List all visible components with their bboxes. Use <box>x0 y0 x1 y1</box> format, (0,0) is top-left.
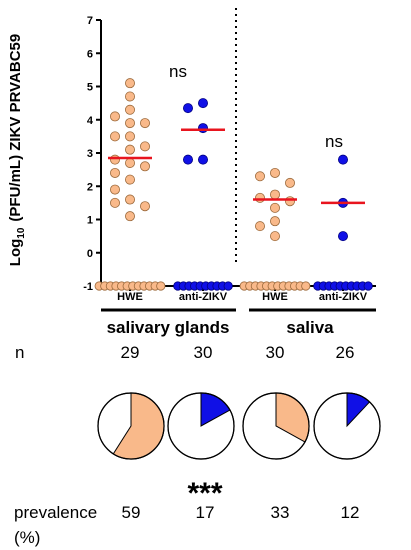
data-point-below-detection <box>156 281 166 291</box>
data-point <box>110 167 121 178</box>
pie-significance: *** <box>187 477 222 510</box>
pie-outline <box>167 392 235 460</box>
y-tick-label: 4 <box>87 115 94 127</box>
x-tick-label-anti-saliva: anti-ZIKV <box>319 291 368 303</box>
n-value-anti-saliva: 26 <box>336 343 355 362</box>
pie-outline <box>313 392 381 460</box>
prevalence-label: prevalence <box>14 503 97 522</box>
group-label-saliva: saliva <box>286 318 334 337</box>
data-point <box>284 177 295 188</box>
data-point-below-detection <box>363 281 373 291</box>
x-tick-label-hwe-glands: HWE <box>117 291 143 303</box>
data-point <box>182 103 193 114</box>
y-tick-label: 2 <box>87 181 93 193</box>
data-point <box>254 192 265 203</box>
data-point <box>125 174 136 185</box>
data-point <box>182 154 193 165</box>
data-point <box>125 194 136 205</box>
significance-saliva: ns <box>325 132 343 151</box>
pie-outline <box>97 392 165 460</box>
y-tick-label: 7 <box>87 15 93 27</box>
data-point <box>254 171 265 182</box>
data-point <box>139 161 150 172</box>
y-tick-label: 0 <box>87 248 93 260</box>
data-point <box>139 201 150 212</box>
data-point <box>125 78 136 89</box>
x-tick-label-hwe-saliva: HWE <box>262 291 288 303</box>
y-tick-label: 3 <box>87 148 93 160</box>
prevalence-unit: (%) <box>14 528 40 547</box>
data-point <box>125 91 136 102</box>
n-value-anti-glands: 30 <box>194 343 213 362</box>
data-point <box>110 154 121 165</box>
data-point <box>269 231 280 242</box>
data-points <box>94 78 373 291</box>
y-tick-label: 5 <box>87 82 93 94</box>
x-tick-label-anti-glands: anti-ZIKV <box>179 291 228 303</box>
data-point <box>197 123 208 134</box>
data-point <box>269 167 280 178</box>
data-point <box>110 197 121 208</box>
data-point <box>125 211 136 222</box>
data-point <box>254 221 265 232</box>
data-point <box>337 231 348 242</box>
data-point-below-detection <box>301 281 311 291</box>
n-value-hwe-saliva: 30 <box>266 343 285 362</box>
y-axis-title-subscript: 10 <box>16 227 27 239</box>
prevalence-pies <box>97 392 381 460</box>
data-point <box>269 202 280 213</box>
prevalence-value-anti-saliva: 12 <box>341 503 360 522</box>
significance-salivary-glands: ns <box>169 62 187 81</box>
prevalence-value-anti-glands: 17 <box>196 503 215 522</box>
data-point <box>110 111 121 122</box>
group-label-salivary-glands: salivary glands <box>107 318 230 337</box>
data-point <box>110 131 121 142</box>
data-point <box>139 118 150 129</box>
data-point <box>110 184 121 195</box>
y-axis-title-prefix: Log <box>7 239 24 267</box>
data-point <box>269 216 280 227</box>
pie-outline <box>242 392 310 460</box>
data-point <box>337 154 348 165</box>
n-value-hwe-glands: 29 <box>121 343 140 362</box>
data-point <box>125 104 136 115</box>
data-point <box>125 118 136 129</box>
n-row-label: n <box>15 343 24 362</box>
median-lines <box>108 128 365 205</box>
y-tick-label: -1 <box>83 281 93 293</box>
data-point <box>125 157 136 168</box>
y-tick-label: 6 <box>87 48 93 60</box>
data-point <box>139 141 150 152</box>
data-point <box>125 131 136 142</box>
prevalence-value-hwe-glands: 59 <box>122 503 141 522</box>
y-axis: -1 0 1 2 3 4 5 6 7 <box>83 15 102 293</box>
y-axis-title-rest: (PFU/mL) ZIKV PRVABC59 <box>7 34 24 222</box>
data-point-below-detection <box>223 281 233 291</box>
data-point <box>125 144 136 155</box>
data-point <box>197 154 208 165</box>
prevalence-value-hwe-saliva: 33 <box>271 503 290 522</box>
y-axis-title: Log10 (PFU/mL) ZIKV PRVABC59 <box>7 34 27 266</box>
data-point <box>284 196 295 207</box>
y-tick-label: 1 <box>87 215 93 227</box>
data-point <box>197 98 208 109</box>
data-point <box>269 189 280 200</box>
